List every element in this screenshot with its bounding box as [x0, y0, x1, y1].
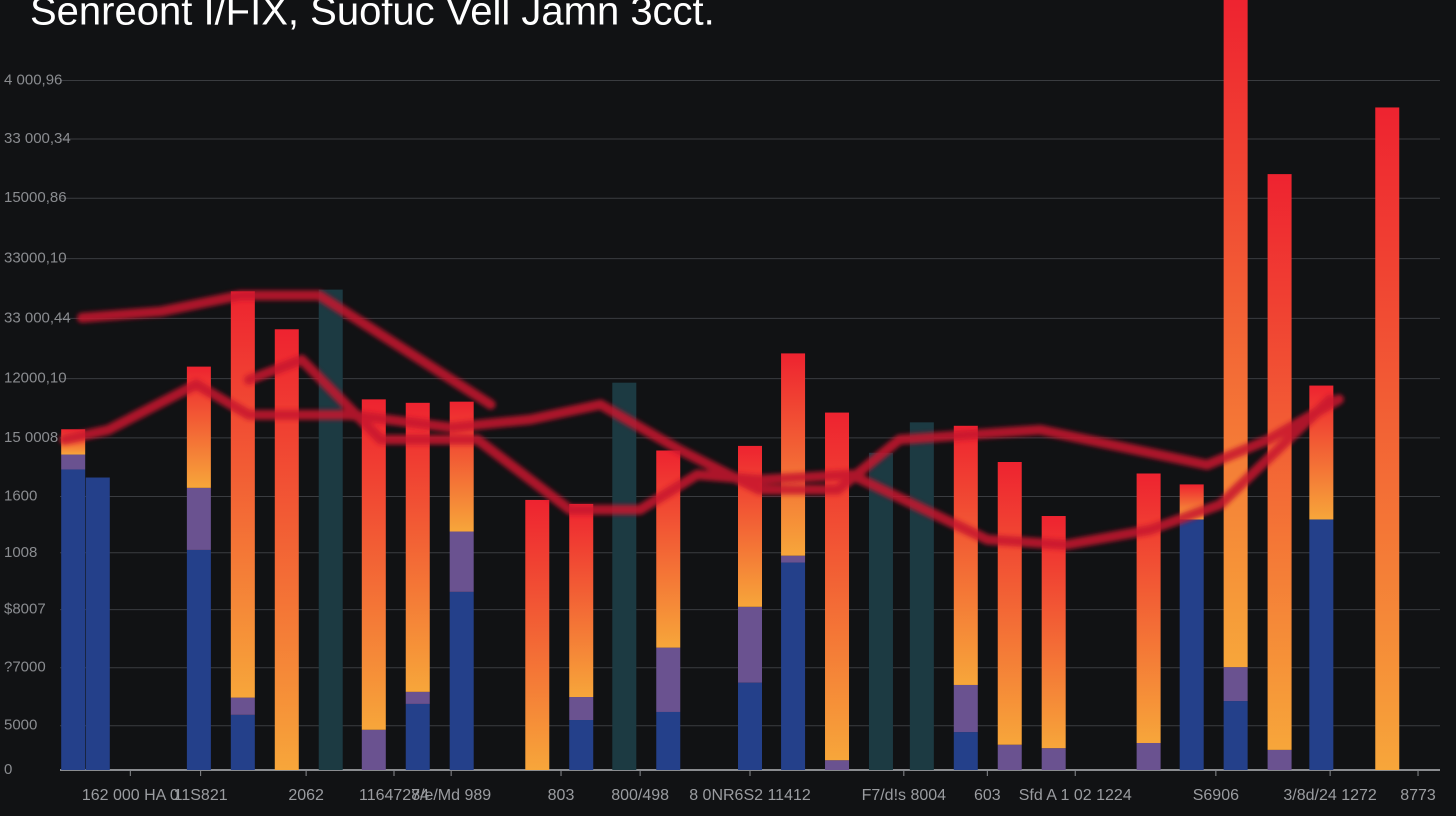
- x-tick-label: Sfd A 1 02 1224: [1019, 787, 1132, 804]
- y-tick-label: 33 000,44: [4, 309, 71, 326]
- trend-line: [76, 290, 496, 410]
- bar-segment: [569, 720, 594, 770]
- y-tick-label: 33 000,34: [4, 130, 71, 147]
- bar-segment: [781, 555, 806, 563]
- y-tick-label: 1600: [4, 487, 37, 504]
- bar-segment: [1041, 516, 1066, 749]
- bar-segment: [318, 289, 343, 770]
- bar-segment: [525, 499, 550, 770]
- x-tick-label: 603: [974, 787, 1001, 804]
- bar-segment: [909, 422, 934, 770]
- x-tick-label: 803: [548, 787, 575, 804]
- x-tick-label: 7/e/Md 989: [411, 787, 491, 804]
- labels: 0 5000 ?7000 $8007 1008 1600 15 0008 12000,10 33…: [4, 71, 1436, 804]
- chart-title: Senreont I/FIX, Suofuc Vell Jamn 3cct.: [30, 0, 715, 34]
- bar-segment: [449, 531, 474, 592]
- y-tick-label: 15 0008: [4, 429, 58, 446]
- y-tick-label: 15000,86: [4, 189, 67, 206]
- bar-segment: [1136, 473, 1161, 743]
- x-tick-label: 162 000 HA 0: [82, 787, 179, 804]
- trend-line: [59, 379, 1344, 495]
- bar-segment: [997, 462, 1022, 745]
- bar-segment: [738, 445, 762, 607]
- bar-segment: [781, 353, 806, 556]
- y-tick-label: 4 000,96: [4, 71, 62, 88]
- bar-segment: [997, 744, 1022, 770]
- bar-segment: [953, 684, 978, 733]
- bar-segment: [230, 714, 255, 770]
- bar-segment: [361, 729, 386, 770]
- bar-segment: [274, 329, 299, 770]
- bar-segment: [405, 402, 430, 692]
- bar-segment: [1179, 519, 1204, 770]
- bar-segment: [361, 399, 386, 730]
- y-tick-label: 5000: [4, 717, 37, 734]
- lines: [59, 290, 1344, 550]
- y-tick-label: 33000,10: [4, 250, 67, 267]
- trend-line: [243, 354, 1336, 550]
- x-tick-label: 800/498: [611, 787, 669, 804]
- bar-segment: [1309, 519, 1334, 770]
- bar-segment: [230, 697, 255, 715]
- bar-segment: [656, 647, 681, 712]
- bar-segment: [1136, 742, 1161, 770]
- y-tick-label: 0: [4, 761, 12, 778]
- x-tick-label: F7/d!s 8004: [862, 787, 947, 804]
- bar-segment: [405, 703, 430, 770]
- bar-segment: [186, 487, 211, 550]
- bar-segment: [953, 425, 978, 685]
- bar-segment: [61, 469, 86, 770]
- bars: [61, 0, 1400, 771]
- bar-segment: [85, 477, 110, 770]
- x-tick-label: 2062: [288, 787, 324, 804]
- bar-segment: [612, 382, 637, 770]
- bar-segment: [449, 591, 474, 770]
- x-tick-label: 8773: [1400, 787, 1436, 804]
- bar-segment: [569, 697, 594, 721]
- bar-segment: [405, 691, 430, 704]
- bar-segment: [738, 682, 762, 770]
- bar-segment: [1041, 748, 1066, 770]
- bar-segment: [656, 450, 681, 648]
- bar-segment: [1223, 701, 1248, 770]
- y-tick-label: 1008: [4, 544, 37, 561]
- x-tick-label: 11S821: [174, 787, 228, 804]
- bar-segment: [825, 760, 850, 770]
- bar-segment: [738, 606, 762, 683]
- bar-segment: [1267, 749, 1292, 770]
- x-tick-label: 8 0NR6S2 11412: [689, 787, 811, 804]
- bar-segment: [825, 412, 850, 761]
- x-tick-label: S6906: [1193, 787, 1239, 804]
- bar-segment: [61, 454, 86, 470]
- y-tick-label: $8007: [4, 601, 46, 618]
- bar-segment: [1223, 0, 1248, 668]
- bar-segment: [656, 711, 681, 770]
- x-tick-label: 3/8d/24 1272: [1283, 787, 1377, 804]
- y-tick-label: ?7000: [4, 659, 46, 676]
- y-tick-label: 12000,10: [4, 370, 67, 387]
- bar-segment: [781, 562, 806, 770]
- bar-segment: [186, 549, 211, 770]
- bar-segment: [230, 291, 255, 698]
- bar-segment: [953, 732, 978, 770]
- bar-segment: [569, 503, 594, 698]
- bar-segment: [1375, 107, 1400, 771]
- x-tick-label: 11647284: [359, 787, 429, 804]
- bar-segment: [1223, 667, 1248, 702]
- bar-segment: [868, 452, 893, 770]
